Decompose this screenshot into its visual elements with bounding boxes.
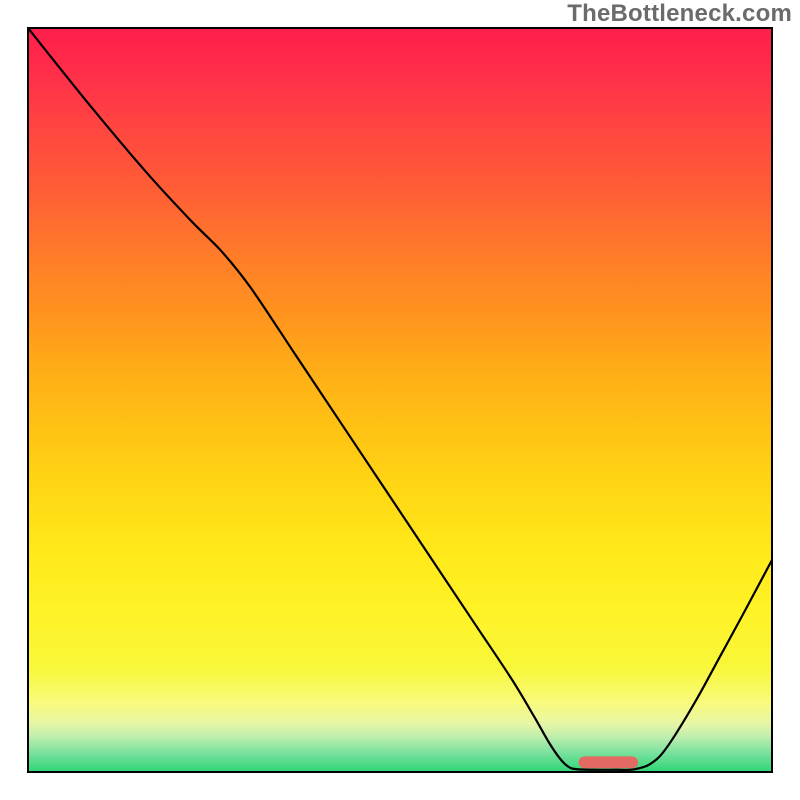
- gradient-background: [28, 28, 772, 772]
- figure-root: TheBottleneck.com: [0, 0, 800, 800]
- plot-area: [28, 28, 772, 772]
- watermark-text: TheBottleneck.com: [567, 0, 792, 28]
- optimal-range-marker: [579, 756, 639, 768]
- bottleneck-chart: [0, 0, 800, 800]
